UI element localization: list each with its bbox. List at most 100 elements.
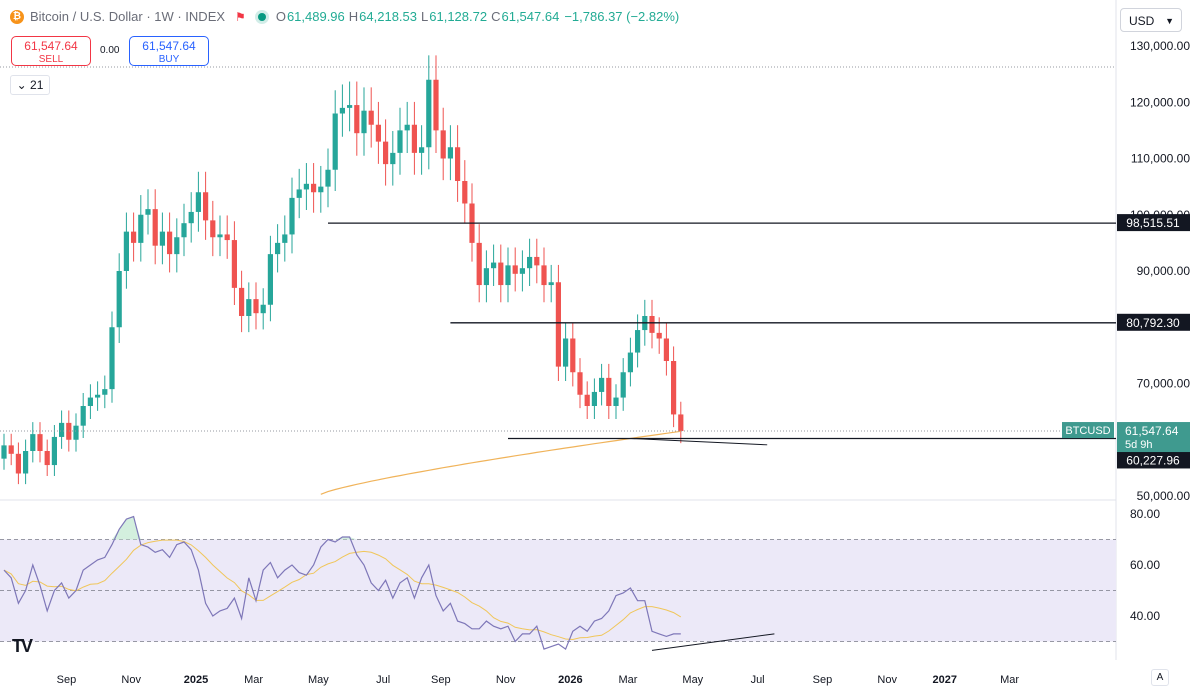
candle: [332, 113, 338, 170]
candle: [239, 287, 245, 316]
candle: [1, 445, 7, 459]
candle: [476, 242, 482, 286]
symbol-badge-label: BTCUSD: [1065, 425, 1110, 437]
candle: [109, 327, 115, 390]
ohlc-value: −1,786.37 (−2.82%): [564, 9, 680, 24]
candle: [368, 110, 374, 125]
ohlc-value: 61,128.72: [429, 9, 488, 24]
time-axis-label: 2025: [184, 674, 208, 686]
candle: [116, 271, 122, 328]
time-axis-label: Nov: [121, 674, 141, 686]
auto-scale-button[interactable]: A: [1151, 669, 1169, 686]
candle: [159, 231, 165, 246]
candle: [505, 265, 511, 286]
candle: [347, 105, 353, 108]
time-axis-label: Sep: [431, 674, 451, 686]
candle: [188, 211, 194, 224]
candle: [267, 254, 273, 305]
candle: [138, 214, 144, 243]
candle: [433, 79, 439, 131]
rsi-tick-label: 80.00: [1130, 507, 1160, 521]
time-axis-label: Mar: [244, 674, 263, 686]
candle: [131, 231, 137, 243]
divergence-trendline: [630, 437, 768, 446]
candle: [275, 242, 281, 255]
candle: [296, 189, 302, 198]
candle: [354, 105, 360, 134]
candle: [390, 152, 396, 165]
rsi-overbought-fill: [4, 516, 681, 540]
level-price-badge: [1117, 313, 1190, 331]
candle: [563, 338, 569, 367]
candle: [678, 414, 684, 432]
flag-icon[interactable]: ⚑: [235, 9, 246, 24]
ohlc-key: C: [491, 9, 501, 24]
indicators-count: 21: [30, 78, 44, 92]
candle: [440, 130, 446, 159]
candle: [195, 192, 201, 212]
price-tick-label: 130,000.00: [1130, 39, 1190, 53]
candle: [217, 234, 223, 238]
candle: [30, 434, 36, 451]
buy-button[interactable]: 61,547.64 BUY: [129, 36, 209, 66]
time-axis-label: Sep: [57, 674, 77, 686]
market-status-icon: [257, 12, 266, 21]
candle: [411, 124, 417, 153]
ohlc-key: L: [421, 9, 429, 24]
candle: [325, 169, 331, 187]
candle: [671, 361, 677, 415]
candle: [145, 209, 151, 215]
candle: [44, 451, 50, 466]
candle: [174, 237, 180, 255]
candle: [606, 377, 612, 406]
candle: [123, 231, 129, 271]
rsi-line: [3, 515, 681, 651]
candle: [87, 397, 93, 406]
candle: [15, 453, 21, 474]
rsi-tick-label: 60.00: [1130, 558, 1160, 572]
currency-value: USD: [1129, 14, 1155, 28]
ohlc-value: 64,218.53: [359, 9, 418, 24]
candle: [152, 209, 158, 246]
buy-label: BUY: [158, 54, 180, 65]
candle: [80, 406, 86, 426]
time-axis-label: Mar: [619, 674, 638, 686]
candle: [102, 389, 108, 395]
price-tick-label: 110,000.00: [1131, 152, 1190, 166]
price-tick-label: 70,000.00: [1137, 377, 1191, 391]
candle: [419, 147, 425, 153]
candle: [491, 262, 497, 269]
time-axis-label: Mar: [1000, 674, 1019, 686]
price-tick-label: 50,000.00: [1137, 489, 1191, 503]
candle: [253, 299, 259, 314]
indicators-toggle[interactable]: ⌄ 21: [10, 75, 50, 95]
ohlc-readout: O61,489.96 H64,218.53 L61,128.72 C61,547.64…: [276, 9, 683, 24]
time-axis-label: May: [682, 674, 703, 686]
candle: [231, 240, 237, 288]
ohlc-key: O: [275, 9, 286, 24]
candle: [203, 192, 209, 221]
candle: [635, 330, 641, 353]
candle: [23, 451, 29, 474]
candle: [361, 110, 367, 134]
time-axis-label: Sep: [813, 674, 833, 686]
candle: [181, 223, 187, 238]
sell-button[interactable]: 61,547.64 SELL: [11, 36, 91, 66]
last-price-label: 61,547.64: [1125, 424, 1179, 438]
candle: [663, 338, 669, 361]
candle: [447, 147, 453, 159]
level-price-badge: [1117, 451, 1190, 469]
candle: [51, 436, 57, 466]
symbol-title[interactable]: Bitcoin / U.S. Dollar · 1W · INDEX: [30, 9, 226, 24]
tradingview-logo-icon: TV: [12, 636, 33, 656]
candle: [541, 265, 547, 286]
candle: [260, 304, 266, 314]
currency-select[interactable]: USD ▼: [1120, 8, 1182, 32]
bitcoin-icon: ₿: [10, 9, 24, 24]
candle: [649, 316, 655, 333]
candle: [311, 183, 317, 193]
level-price-label: 80,792.30: [1126, 316, 1180, 330]
level-price-label: 98,515.51: [1126, 216, 1180, 230]
rsi-ma-line: [3, 539, 682, 641]
